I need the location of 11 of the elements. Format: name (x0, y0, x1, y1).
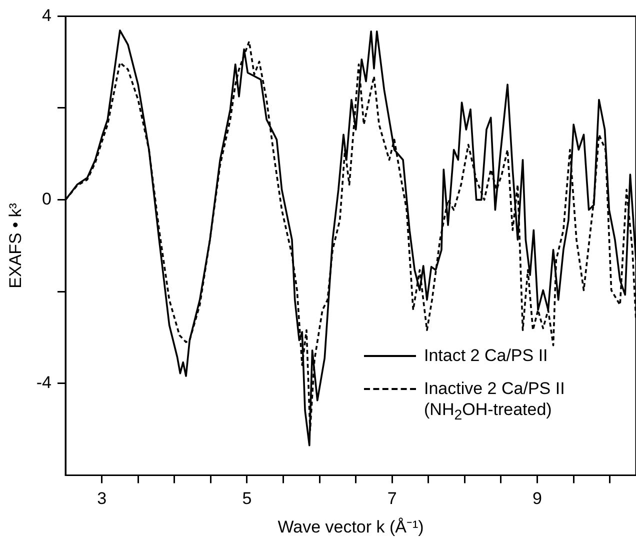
y-tick-label: 0 (42, 189, 52, 208)
y-tick-label: -4 (36, 373, 52, 392)
x-tick-label: 5 (242, 489, 252, 508)
x-tick-label: 9 (532, 489, 542, 508)
legend-label: Intact 2 Ca/PS II (424, 345, 548, 366)
y-axis-title: EXAFS • k³ (6, 202, 25, 288)
x-axis-title: Wave vector k (Å⁻¹) (278, 517, 424, 536)
y-tick-label: 4 (42, 6, 52, 25)
legend-label: Inactive 2 Ca/PS II (NH$_{2}$OH-treated) (424, 378, 566, 426)
x-tick-label: 7 (387, 489, 397, 508)
x-tick-label: 3 (97, 489, 107, 508)
